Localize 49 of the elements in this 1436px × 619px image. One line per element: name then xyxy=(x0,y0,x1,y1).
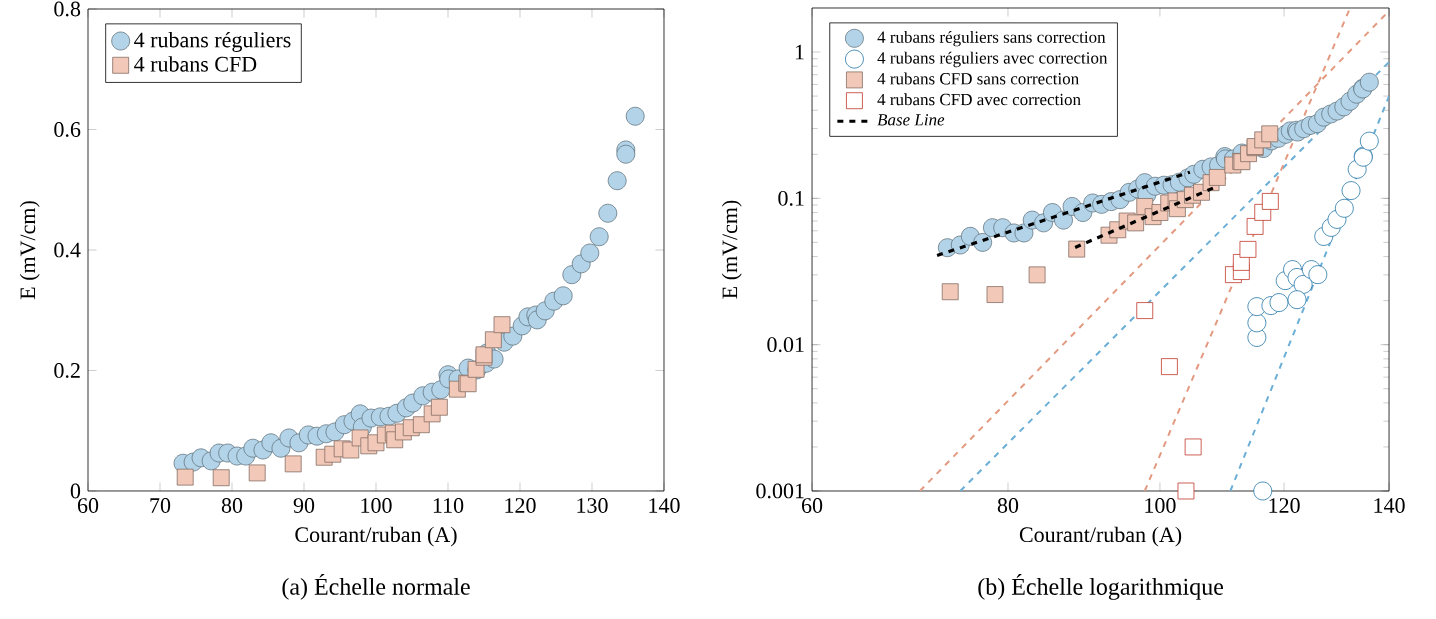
x-tick-label: 120 xyxy=(505,498,536,513)
x-tick-label: 80 xyxy=(221,498,243,513)
text: (a) Échelle normale xyxy=(282,574,470,600)
x-axis-title: Courant/ruban (A) xyxy=(1019,526,1182,547)
y-tick-label: 0.6 xyxy=(54,122,81,137)
x-tick-label: 90 xyxy=(293,498,315,513)
y-tick-label: 0.4 xyxy=(54,242,81,258)
x-tick-label: 60 xyxy=(801,498,823,513)
x-tick-label: 100 xyxy=(361,498,392,513)
x-tick-label: 130 xyxy=(577,498,608,513)
x-tick-label: 140 xyxy=(649,498,680,513)
y-tick-label: 1 xyxy=(795,44,804,60)
x-tick-label: 100 xyxy=(1145,498,1176,513)
text: (b) Échelle logarithmique xyxy=(978,574,1224,600)
y-tick-label: 0.001 xyxy=(756,483,804,499)
x-tick-label: 80 xyxy=(997,498,1019,513)
point xyxy=(598,203,618,223)
point xyxy=(430,398,448,416)
y-tick-label: 0 xyxy=(70,483,81,499)
y-tick-label: 0.8 xyxy=(54,1,81,17)
y-tick-label: 0.2 xyxy=(54,363,80,378)
point xyxy=(553,286,573,306)
y-tick-label: 0.1 xyxy=(778,190,804,206)
point xyxy=(176,468,194,486)
legend-label: Base Line xyxy=(877,114,945,126)
point xyxy=(284,455,302,473)
point xyxy=(493,316,511,334)
x-tick-label: 110 xyxy=(433,498,464,513)
y-axis-title: E (mV/cm) xyxy=(721,200,742,299)
x-tick-label: 120 xyxy=(1269,498,1300,513)
legend-label: 4 rubans réguliers xyxy=(134,31,291,52)
point xyxy=(248,464,266,482)
y-tick-label: 0.01 xyxy=(767,337,804,353)
point xyxy=(589,227,609,247)
x-tick-label: 70 xyxy=(150,498,171,513)
legend-label: 4 rubans CFD xyxy=(134,56,257,72)
point xyxy=(607,171,627,191)
legend-label: 4 rubans réguliers avec correction xyxy=(877,51,1108,68)
x-axis-title: Courant/ruban (A) xyxy=(295,526,457,547)
point xyxy=(580,243,600,263)
point xyxy=(484,331,502,349)
x-tick-label: 140 xyxy=(1374,498,1405,513)
x-tick-label: 60 xyxy=(77,498,99,513)
point xyxy=(625,106,645,126)
y-axis-title: E (mV/cm) xyxy=(19,201,40,300)
legend-label: 4 rubans CFD avec correction xyxy=(877,93,1081,106)
legend-label: 4 rubans CFD sans correction xyxy=(877,72,1079,85)
point xyxy=(212,469,230,487)
legend-label: 4 rubans réguliers sans correction xyxy=(877,30,1106,47)
